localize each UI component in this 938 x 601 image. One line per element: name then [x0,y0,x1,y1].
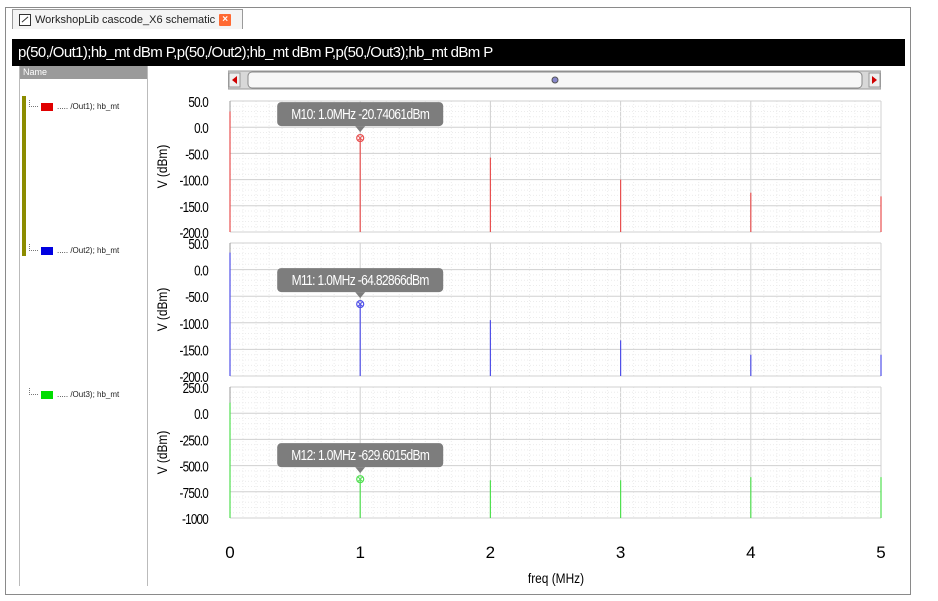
marker-label: M11: 1.0MHz -64.82866dBm [292,272,429,289]
legend-label: ..... /Out2); hb_mt [57,246,120,255]
y-tick-label: 50.0 [188,236,208,253]
selection-bar [22,96,26,256]
x-scrollbar[interactable] [228,70,881,90]
marker-callout-pointer [355,126,366,133]
x-tick-label: 3 [616,543,625,562]
marker-callout [277,268,444,293]
x-tick-label: 2 [486,543,495,562]
y-tick-label: 0.0 [194,120,208,137]
thumb-grip-icon [551,76,559,84]
marker-callout-pointer [355,467,366,474]
y-tick-label: -50.0 [185,289,208,306]
marker-callout [277,102,444,127]
legend-label: ..... /Out3); hb_mt [57,390,120,399]
arrow-right-icon [872,76,877,84]
y-tick-label: 0.0 [194,262,208,279]
legend-item-out3[interactable]: ..... /Out3); hb_mt [29,388,120,399]
tree-line [29,388,38,395]
marker-label: M12: 1.0MHz -629.6015dBm [291,447,429,464]
plot-header: p(50,/Out1);hb_mt dBm P,p(50,/Out2);hb_m… [12,39,905,66]
marker-point [356,133,365,143]
y-tick-label: -150.0 [180,342,209,359]
schematic-doc-icon [19,13,31,26]
y-axis-label: V (dBm) [154,145,170,189]
y-tick-label: -100.0 [180,172,209,189]
close-icon[interactable]: × [219,13,232,26]
x-tick-label: 4 [746,543,755,562]
y-tick-label: -200.0 [180,369,209,386]
y-tick-label: 50.0 [188,94,208,111]
marker-point [356,299,365,309]
y-tick-label: -500.0 [180,458,209,475]
legend-item-out2[interactable]: ..... /Out2); hb_mt [29,244,120,255]
x-tick-label: 1 [355,543,364,562]
marker-callout-pointer [355,292,366,299]
trace-list: Name ..... /Out1); hb_mt ..... /Out2); h… [19,66,148,586]
color-swatch [41,102,53,111]
marker-cross [357,476,364,483]
x-axis-label: freq (MHz) [528,570,584,586]
tree-line [29,100,38,107]
color-swatch [41,246,53,255]
marker-point [356,475,365,484]
marker-callout [277,443,444,468]
y-tick-label: -250.0 [180,432,209,449]
color-swatch [41,390,53,399]
tree-line [29,244,38,251]
y-tick-label: 0.0 [194,406,208,423]
y-tick-label: -750.0 [180,484,209,501]
legend-item-out1[interactable]: ..... /Out1); hb_mt [29,100,120,111]
document-tab[interactable]: WorkshopLib cascode_X6 schematic × [12,9,243,29]
y-tick-label: -1000 [182,511,208,528]
tab-title: WorkshopLib cascode_X6 schematic [35,13,216,26]
y-tick-label: 250.0 [183,380,209,397]
legend-label: ..... /Out1); hb_mt [57,102,120,111]
marker-cross [357,301,364,307]
y-tick-label: -50.0 [185,146,208,163]
marker-label: M10: 1.0MHz -20.74061dBm [291,106,429,123]
marker-cross [357,135,364,141]
y-tick-label: -150.0 [180,198,209,215]
y-axis-label: V (dBm) [154,431,170,475]
x-tick-label: 0 [225,543,234,562]
y-tick-label: -100.0 [180,315,209,332]
x-tick-label: 5 [876,543,885,562]
y-axis-label: V (dBm) [154,288,170,332]
trace-list-header: Name [20,66,147,79]
arrow-left-icon [232,76,237,84]
y-tick-label: -200.0 [180,225,209,242]
